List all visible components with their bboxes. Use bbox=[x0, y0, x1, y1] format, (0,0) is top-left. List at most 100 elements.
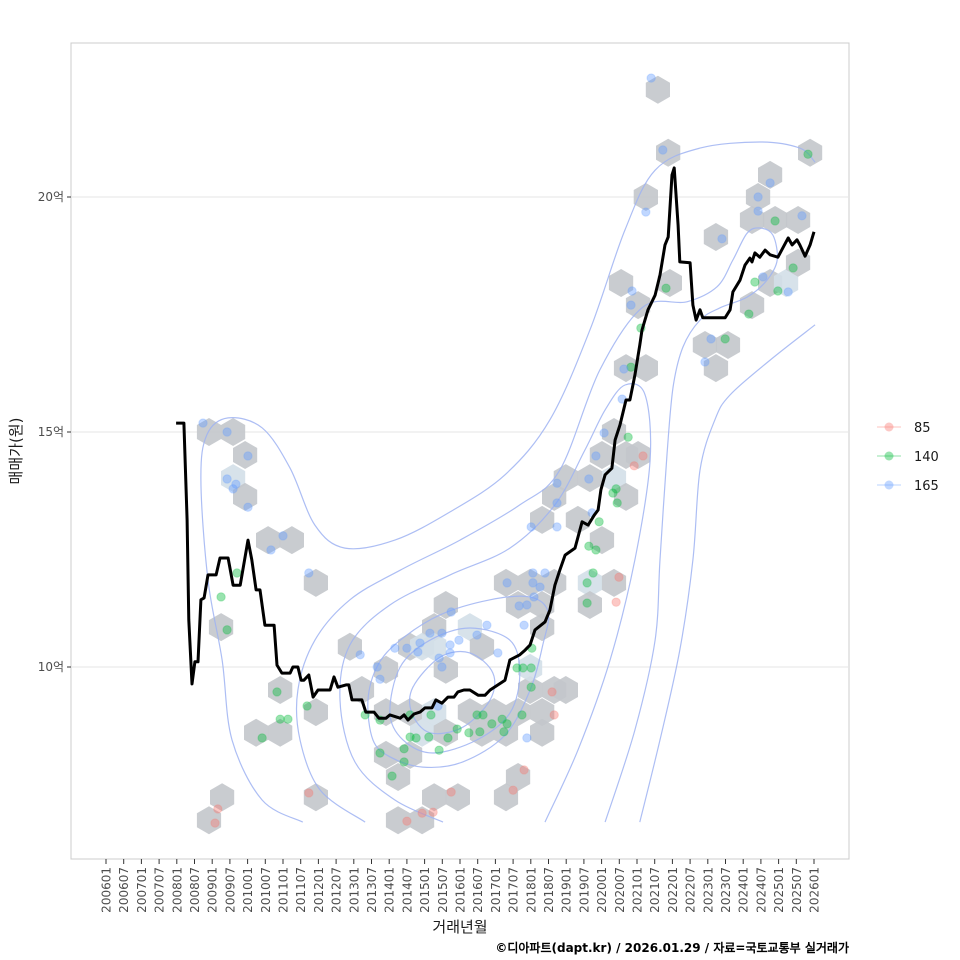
hexbin bbox=[577, 464, 602, 493]
x-tick-label: 201107 bbox=[294, 867, 308, 913]
hexbin bbox=[422, 632, 447, 661]
point-165 bbox=[266, 545, 276, 555]
hexbin bbox=[608, 269, 634, 297]
point-140 bbox=[803, 149, 813, 159]
point-140 bbox=[411, 733, 421, 743]
x-tick-label: 202101 bbox=[631, 867, 645, 913]
hexbin bbox=[337, 632, 362, 661]
hexbin bbox=[656, 138, 681, 167]
point-140 bbox=[594, 517, 604, 527]
point-165 bbox=[584, 474, 594, 484]
legend-label-165: 165 bbox=[914, 479, 939, 494]
hexbin bbox=[505, 763, 531, 791]
x-tick-label: 201701 bbox=[489, 867, 503, 913]
x-tick-label: 202307 bbox=[719, 867, 733, 913]
point-140 bbox=[526, 663, 536, 673]
x-tick-label: 201101 bbox=[277, 867, 291, 913]
point-165 bbox=[243, 451, 253, 461]
point-165 bbox=[355, 650, 365, 660]
x-tick-label: 201007 bbox=[259, 867, 273, 913]
point-165 bbox=[519, 620, 529, 630]
hexbin bbox=[233, 441, 258, 469]
point-140 bbox=[582, 598, 592, 608]
x-tick-label: 200901 bbox=[206, 867, 220, 913]
caption: ©디아파트(dapt.kr) / 2026.01.29 / 자료=국토교통부 실… bbox=[495, 940, 849, 955]
density-contours bbox=[200, 141, 816, 823]
point-165 bbox=[706, 334, 716, 344]
x-axis-title: 거래년월 bbox=[432, 918, 487, 936]
point-140 bbox=[497, 714, 507, 724]
contour-line bbox=[408, 650, 496, 735]
point-85 bbox=[428, 807, 438, 817]
hexbin bbox=[625, 441, 651, 469]
hexbin bbox=[457, 613, 482, 642]
x-axis: 200601 200607 200701 200707 200801 200807 2009… bbox=[100, 859, 822, 913]
point-165 bbox=[413, 647, 423, 657]
point-140 bbox=[487, 719, 497, 729]
hexbin bbox=[422, 613, 447, 642]
point-165 bbox=[198, 418, 208, 428]
point-140 bbox=[272, 687, 282, 697]
point-140 bbox=[773, 286, 783, 296]
hexbin bbox=[196, 806, 222, 835]
contour-line bbox=[295, 227, 779, 823]
hexbin bbox=[613, 482, 639, 511]
x-tick-label: 202007 bbox=[613, 867, 627, 913]
point-140 bbox=[770, 216, 780, 226]
point-165 bbox=[753, 206, 763, 216]
point-140 bbox=[399, 744, 409, 754]
hexbin bbox=[422, 783, 447, 812]
point-140 bbox=[222, 625, 232, 635]
hexbin bbox=[279, 526, 304, 555]
point-165 bbox=[445, 648, 455, 658]
point-165 bbox=[472, 630, 482, 640]
point-140 bbox=[612, 498, 622, 508]
x-tick-label: 201207 bbox=[330, 867, 344, 913]
point-165 bbox=[304, 568, 314, 578]
hexbin bbox=[303, 698, 328, 727]
hexbin bbox=[565, 505, 590, 534]
point-165 bbox=[437, 628, 447, 638]
x-tick-label: 201707 bbox=[507, 867, 521, 913]
point-165 bbox=[552, 478, 562, 488]
point-140 bbox=[424, 732, 434, 742]
point-140 bbox=[399, 757, 409, 767]
median-price-line bbox=[176, 166, 816, 722]
legend-key-point bbox=[884, 451, 894, 461]
panel-background bbox=[70, 42, 850, 860]
point-85 bbox=[614, 572, 624, 582]
hexbin bbox=[385, 763, 411, 791]
hexbin bbox=[481, 698, 507, 727]
point-165 bbox=[222, 427, 232, 437]
legend-key-point bbox=[884, 422, 894, 432]
point-85 bbox=[304, 788, 314, 798]
point-140 bbox=[478, 710, 488, 720]
point-140 bbox=[499, 727, 509, 737]
hexbin bbox=[625, 291, 651, 320]
point-165 bbox=[540, 568, 550, 578]
x-tick-label: 200601 bbox=[100, 867, 114, 913]
point-165 bbox=[552, 498, 562, 508]
contour-line bbox=[339, 383, 652, 823]
hexbin bbox=[758, 160, 783, 189]
contour-line bbox=[200, 141, 816, 823]
hexbin bbox=[244, 718, 269, 747]
hexbin bbox=[410, 806, 435, 835]
hexbin bbox=[410, 718, 435, 747]
x-tick-label: 201401 bbox=[383, 867, 397, 913]
x-tick-label: 201301 bbox=[347, 867, 361, 913]
hexbin bbox=[422, 698, 447, 727]
hexbin bbox=[518, 653, 543, 682]
x-tick-label: 201801 bbox=[524, 867, 538, 913]
point-165 bbox=[482, 620, 492, 630]
point-165 bbox=[526, 522, 536, 532]
hexbin bbox=[221, 464, 246, 493]
x-tick-label: 202201 bbox=[666, 867, 680, 913]
x-tick-label: 200707 bbox=[153, 867, 167, 913]
point-140 bbox=[582, 578, 592, 588]
point-140 bbox=[720, 334, 730, 344]
hexbin bbox=[762, 206, 788, 234]
hexbin bbox=[385, 806, 411, 835]
x-tick-label: 201601 bbox=[454, 867, 468, 913]
point-140 bbox=[661, 283, 671, 293]
